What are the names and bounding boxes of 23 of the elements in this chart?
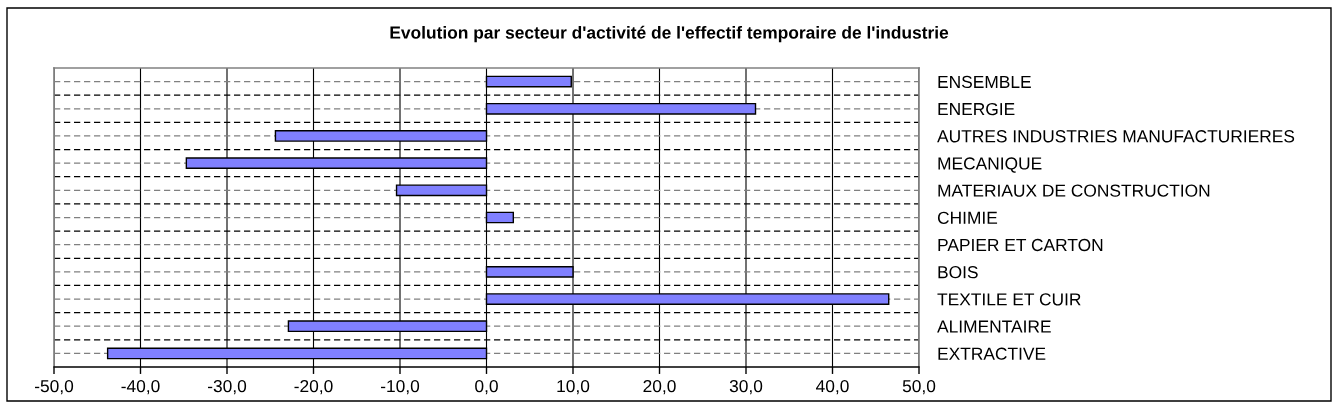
y-tick-label: TEXTILE ET CUIR	[937, 293, 1081, 306]
y-tick-label: MECANIQUE	[938, 157, 1042, 173]
y-tick-label: EXTRACTIVE	[938, 347, 1046, 360]
y-tick-label: CHIMIE	[937, 211, 998, 224]
x-tick-label: -30,0	[207, 379, 247, 395]
y-tick-label: ENSEMBLE	[938, 75, 1031, 89]
x-tick-label: -50,0	[34, 379, 74, 395]
x-tick-label: -20,0	[294, 379, 333, 395]
y-tick-label: BOIS	[938, 266, 978, 279]
y-tick-label: ENERGIE	[938, 102, 1015, 116]
x-tick-label: 20,0	[643, 379, 676, 395]
chart-title: Evolution par secteur d'activité de l'effectif temporaire de l'industrie	[390, 25, 949, 43]
y-tick-label: AUTRES INDUSTRIES MANUFACTURIERES	[937, 130, 1295, 143]
y-tick-label: MATERIAUX DE CONSTRUCTION	[938, 184, 1210, 197]
x-tick-label: 50,0	[902, 379, 936, 395]
x-tick-label: -10,0	[380, 379, 420, 395]
x-tick-label: 10,0	[557, 379, 590, 395]
x-tick-label: 30,0	[729, 379, 763, 395]
y-tick-label: ALIMENTAIRE	[937, 320, 1051, 333]
x-tick-label: 40,0	[816, 379, 849, 395]
x-tick-label: 0,0	[475, 379, 498, 395]
x-tick-label: -40,0	[121, 379, 160, 395]
y-tick-label: PAPIER ET CARTON	[938, 238, 1103, 252]
